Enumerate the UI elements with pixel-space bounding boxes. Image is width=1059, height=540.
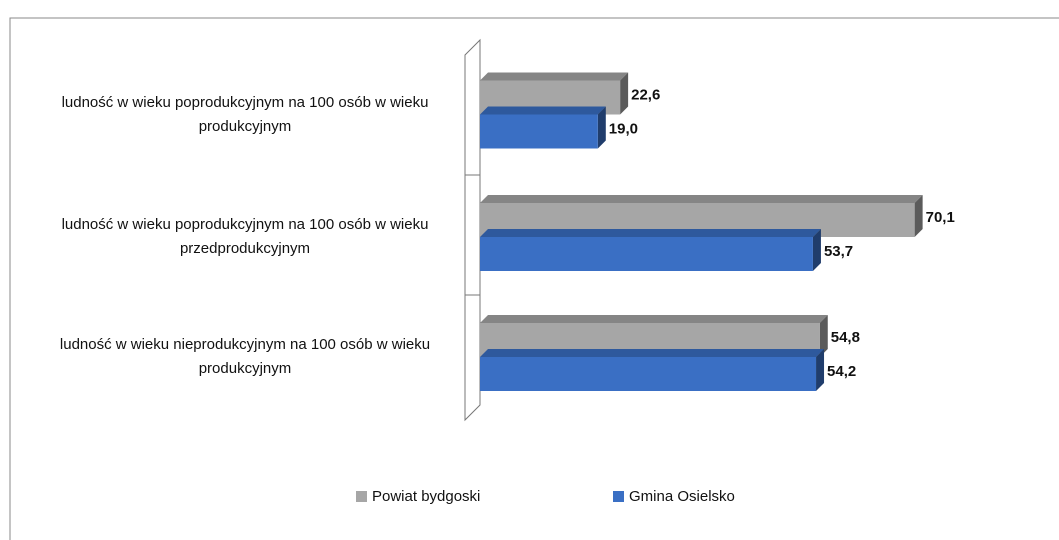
bar bbox=[480, 357, 817, 391]
value-label: 54,8 bbox=[831, 329, 860, 346]
value-label: 53,7 bbox=[824, 243, 853, 260]
bar-side bbox=[620, 72, 629, 115]
bar-side bbox=[816, 349, 825, 391]
value-label: 19,0 bbox=[609, 120, 638, 137]
bar-top bbox=[480, 349, 825, 357]
bar-side bbox=[597, 106, 606, 149]
legend-swatch bbox=[613, 491, 624, 502]
bar-top bbox=[480, 106, 606, 115]
bar-top bbox=[480, 315, 828, 323]
category-label: ludność w wieku nieprodukcyjnym na 100 o… bbox=[59, 336, 431, 377]
category-label: ludność w wieku poprodukcyjnym na 100 os… bbox=[61, 216, 429, 257]
bar-side bbox=[812, 229, 821, 271]
value-label: 22,6 bbox=[631, 86, 660, 103]
legend-label: Gmina Osielsko bbox=[629, 488, 735, 505]
legend-swatch bbox=[356, 491, 367, 502]
bar-side bbox=[819, 315, 828, 357]
legend-label: Powiat bydgoski bbox=[372, 488, 480, 505]
category-label: ludność w wieku poprodukcyjnym na 100 os… bbox=[61, 93, 429, 135]
bar bbox=[480, 237, 813, 271]
value-label: 70,1 bbox=[926, 209, 955, 226]
bar-side bbox=[914, 195, 923, 237]
bar-top bbox=[480, 195, 923, 203]
axis-wall bbox=[464, 38, 481, 422]
bar bbox=[480, 114, 598, 149]
bar-top bbox=[480, 229, 821, 237]
value-label: 54,2 bbox=[827, 363, 856, 380]
bar-top bbox=[480, 72, 629, 81]
